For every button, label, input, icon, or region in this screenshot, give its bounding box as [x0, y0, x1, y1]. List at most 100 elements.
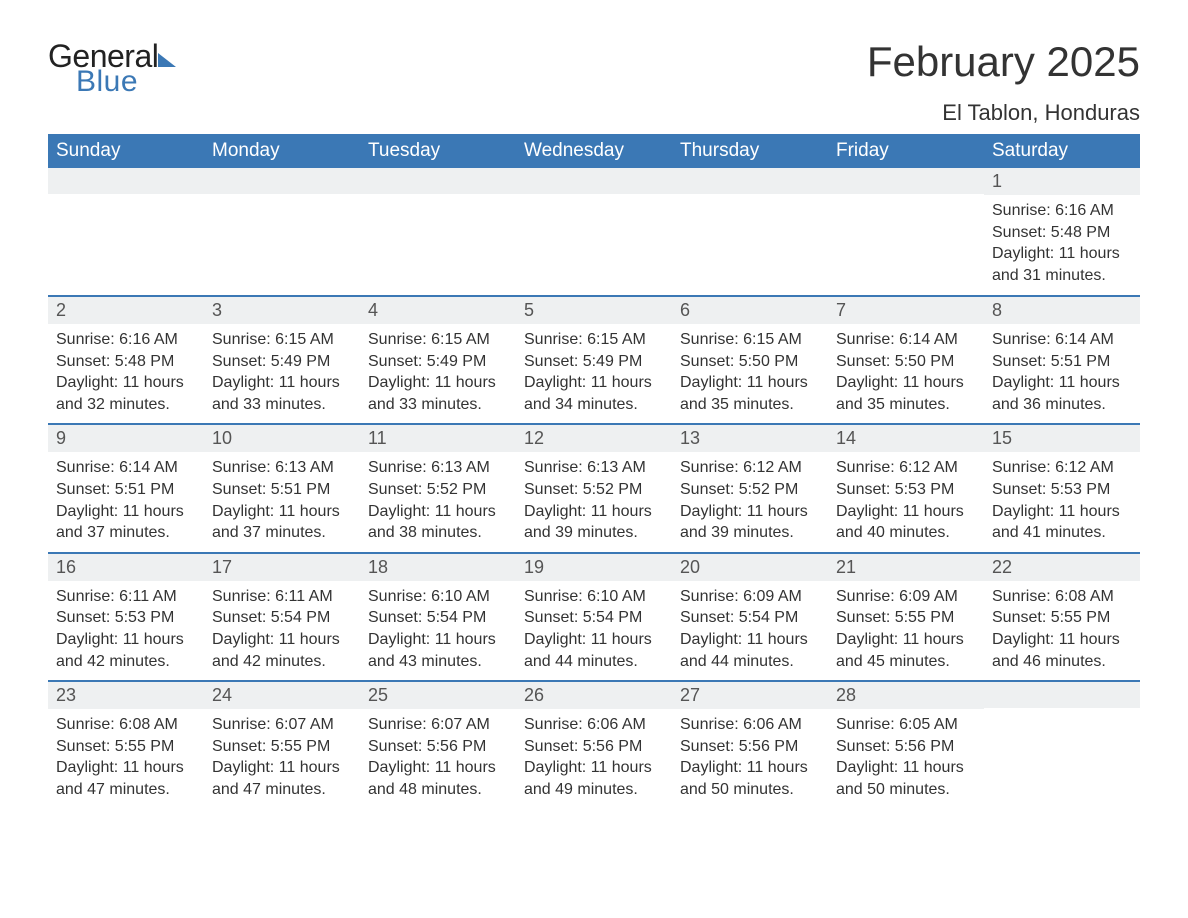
sunrise-text: Sunrise: 6:11 AM [212, 586, 352, 608]
day-header-wednesday: Wednesday [516, 134, 672, 168]
sunset-text: Sunset: 5:54 PM [212, 607, 352, 629]
sunset-text: Sunset: 5:51 PM [992, 351, 1132, 373]
day-number: 6 [672, 297, 828, 324]
daylight-text: Daylight: 11 hours and 43 minutes. [368, 629, 508, 672]
sunset-text: Sunset: 5:55 PM [992, 607, 1132, 629]
daylight-text: Daylight: 11 hours and 35 minutes. [836, 372, 976, 415]
day-body: Sunrise: 6:14 AMSunset: 5:50 PMDaylight:… [828, 324, 984, 423]
daylight-text: Daylight: 11 hours and 32 minutes. [56, 372, 196, 415]
sunset-text: Sunset: 5:50 PM [680, 351, 820, 373]
daylight-text: Daylight: 11 hours and 47 minutes. [56, 757, 196, 800]
day-number [204, 168, 360, 194]
calendar-cell: 9 Sunrise: 6:14 AMSunset: 5:51 PMDaylight… [48, 424, 204, 552]
sunset-text: Sunset: 5:55 PM [212, 736, 352, 758]
daylight-text: Daylight: 11 hours and 39 minutes. [680, 501, 820, 544]
sunrise-text: Sunrise: 6:10 AM [368, 586, 508, 608]
sunset-text: Sunset: 5:54 PM [680, 607, 820, 629]
sunrise-text: Sunrise: 6:12 AM [836, 457, 976, 479]
sunset-text: Sunset: 5:54 PM [524, 607, 664, 629]
calendar-row: 23Sunrise: 6:08 AMSunset: 5:55 PMDayligh… [48, 681, 1140, 809]
daylight-text: Daylight: 11 hours and 44 minutes. [680, 629, 820, 672]
daylight-text: Daylight: 11 hours and 33 minutes. [212, 372, 352, 415]
calendar-cell [984, 681, 1140, 809]
sunrise-text: Sunrise: 6:15 AM [212, 329, 352, 351]
day-number: 14 [828, 425, 984, 452]
day-body: Sunrise: 6:13 AMSunset: 5:52 PMDaylight:… [516, 452, 672, 551]
day-body: Sunrise: 6:15 AMSunset: 5:49 PMDaylight:… [516, 324, 672, 423]
day-header-tuesday: Tuesday [360, 134, 516, 168]
sunset-text: Sunset: 5:56 PM [680, 736, 820, 758]
sunset-text: Sunset: 5:50 PM [836, 351, 976, 373]
daylight-text: Daylight: 11 hours and 44 minutes. [524, 629, 664, 672]
sunrise-text: Sunrise: 6:14 AM [992, 329, 1132, 351]
daylight-text: Daylight: 11 hours and 46 minutes. [992, 629, 1132, 672]
calendar-cell: 11Sunrise: 6:13 AMSunset: 5:52 PMDayligh… [360, 424, 516, 552]
location: El Tablon, Honduras [867, 100, 1140, 126]
daylight-text: Daylight: 11 hours and 37 minutes. [212, 501, 352, 544]
calendar-cell: 26Sunrise: 6:06 AMSunset: 5:56 PMDayligh… [516, 681, 672, 809]
day-body: Sunrise: 6:15 AMSunset: 5:49 PMDaylight:… [204, 324, 360, 423]
calendar-cell: 24Sunrise: 6:07 AMSunset: 5:55 PMDayligh… [204, 681, 360, 809]
sunset-text: Sunset: 5:56 PM [368, 736, 508, 758]
daylight-text: Daylight: 11 hours and 37 minutes. [56, 501, 196, 544]
calendar-cell: 12Sunrise: 6:13 AMSunset: 5:52 PMDayligh… [516, 424, 672, 552]
title-block: February 2025 El Tablon, Honduras [867, 38, 1140, 126]
calendar-cell: 2Sunrise: 6:16 AMSunset: 5:48 PMDaylight… [48, 296, 204, 424]
daylight-text: Daylight: 11 hours and 36 minutes. [992, 372, 1132, 415]
calendar-cell: 3Sunrise: 6:15 AMSunset: 5:49 PMDaylight… [204, 296, 360, 424]
sunrise-text: Sunrise: 6:11 AM [56, 586, 196, 608]
day-body: Sunrise: 6:16 AMSunset: 5:48 PMDaylight:… [48, 324, 204, 423]
calendar-cell: 28Sunrise: 6:05 AMSunset: 5:56 PMDayligh… [828, 681, 984, 809]
daylight-text: Daylight: 11 hours and 34 minutes. [524, 372, 664, 415]
day-body: Sunrise: 6:11 AMSunset: 5:54 PMDaylight:… [204, 581, 360, 680]
day-body: Sunrise: 6:13 AMSunset: 5:51 PMDaylight:… [204, 452, 360, 551]
sunset-text: Sunset: 5:55 PM [836, 607, 976, 629]
day-number: 18 [360, 554, 516, 581]
daylight-text: Daylight: 11 hours and 48 minutes. [368, 757, 508, 800]
calendar-cell [516, 168, 672, 296]
day-body: Sunrise: 6:11 AMSunset: 5:53 PMDaylight:… [48, 581, 204, 680]
day-number: 13 [672, 425, 828, 452]
daylight-text: Daylight: 11 hours and 31 minutes. [992, 243, 1132, 286]
day-number: 28 [828, 682, 984, 709]
calendar-cell: 23Sunrise: 6:08 AMSunset: 5:55 PMDayligh… [48, 681, 204, 809]
sunrise-text: Sunrise: 6:05 AM [836, 714, 976, 736]
calendar-row: 16Sunrise: 6:11 AMSunset: 5:53 PMDayligh… [48, 553, 1140, 681]
calendar-cell: 4Sunrise: 6:15 AMSunset: 5:49 PMDaylight… [360, 296, 516, 424]
day-number: 7 [828, 297, 984, 324]
sunrise-text: Sunrise: 6:15 AM [680, 329, 820, 351]
sunrise-text: Sunrise: 6:14 AM [836, 329, 976, 351]
day-body: Sunrise: 6:12 AMSunset: 5:53 PMDaylight:… [984, 452, 1140, 551]
calendar-cell: 5Sunrise: 6:15 AMSunset: 5:49 PMDaylight… [516, 296, 672, 424]
calendar-cell: 13Sunrise: 6:12 AMSunset: 5:52 PMDayligh… [672, 424, 828, 552]
sunset-text: Sunset: 5:52 PM [524, 479, 664, 501]
day-number: 3 [204, 297, 360, 324]
sunrise-text: Sunrise: 6:15 AM [368, 329, 508, 351]
daylight-text: Daylight: 11 hours and 49 minutes. [524, 757, 664, 800]
day-body: Sunrise: 6:08 AMSunset: 5:55 PMDaylight:… [48, 709, 204, 808]
sunrise-text: Sunrise: 6:13 AM [368, 457, 508, 479]
daylight-text: Daylight: 11 hours and 50 minutes. [680, 757, 820, 800]
calendar-cell: 18Sunrise: 6:10 AMSunset: 5:54 PMDayligh… [360, 553, 516, 681]
sunset-text: Sunset: 5:49 PM [524, 351, 664, 373]
sunset-text: Sunset: 5:51 PM [56, 479, 196, 501]
calendar-cell: 7Sunrise: 6:14 AMSunset: 5:50 PMDaylight… [828, 296, 984, 424]
calendar-cell: 17Sunrise: 6:11 AMSunset: 5:54 PMDayligh… [204, 553, 360, 681]
sunset-text: Sunset: 5:56 PM [524, 736, 664, 758]
sunrise-text: Sunrise: 6:14 AM [56, 457, 196, 479]
day-number: 9 [48, 425, 204, 452]
sunrise-text: Sunrise: 6:13 AM [524, 457, 664, 479]
sunset-text: Sunset: 5:52 PM [680, 479, 820, 501]
day-body: Sunrise: 6:07 AMSunset: 5:55 PMDaylight:… [204, 709, 360, 808]
calendar-cell [204, 168, 360, 296]
day-number [672, 168, 828, 194]
daylight-text: Daylight: 11 hours and 35 minutes. [680, 372, 820, 415]
calendar-cell: 8Sunrise: 6:14 AMSunset: 5:51 PMDaylight… [984, 296, 1140, 424]
sunrise-text: Sunrise: 6:08 AM [992, 586, 1132, 608]
day-body: Sunrise: 6:10 AMSunset: 5:54 PMDaylight:… [360, 581, 516, 680]
day-number: 26 [516, 682, 672, 709]
day-header-monday: Monday [204, 134, 360, 168]
sunset-text: Sunset: 5:48 PM [56, 351, 196, 373]
day-body: Sunrise: 6:09 AMSunset: 5:55 PMDaylight:… [828, 581, 984, 680]
calendar-cell [360, 168, 516, 296]
